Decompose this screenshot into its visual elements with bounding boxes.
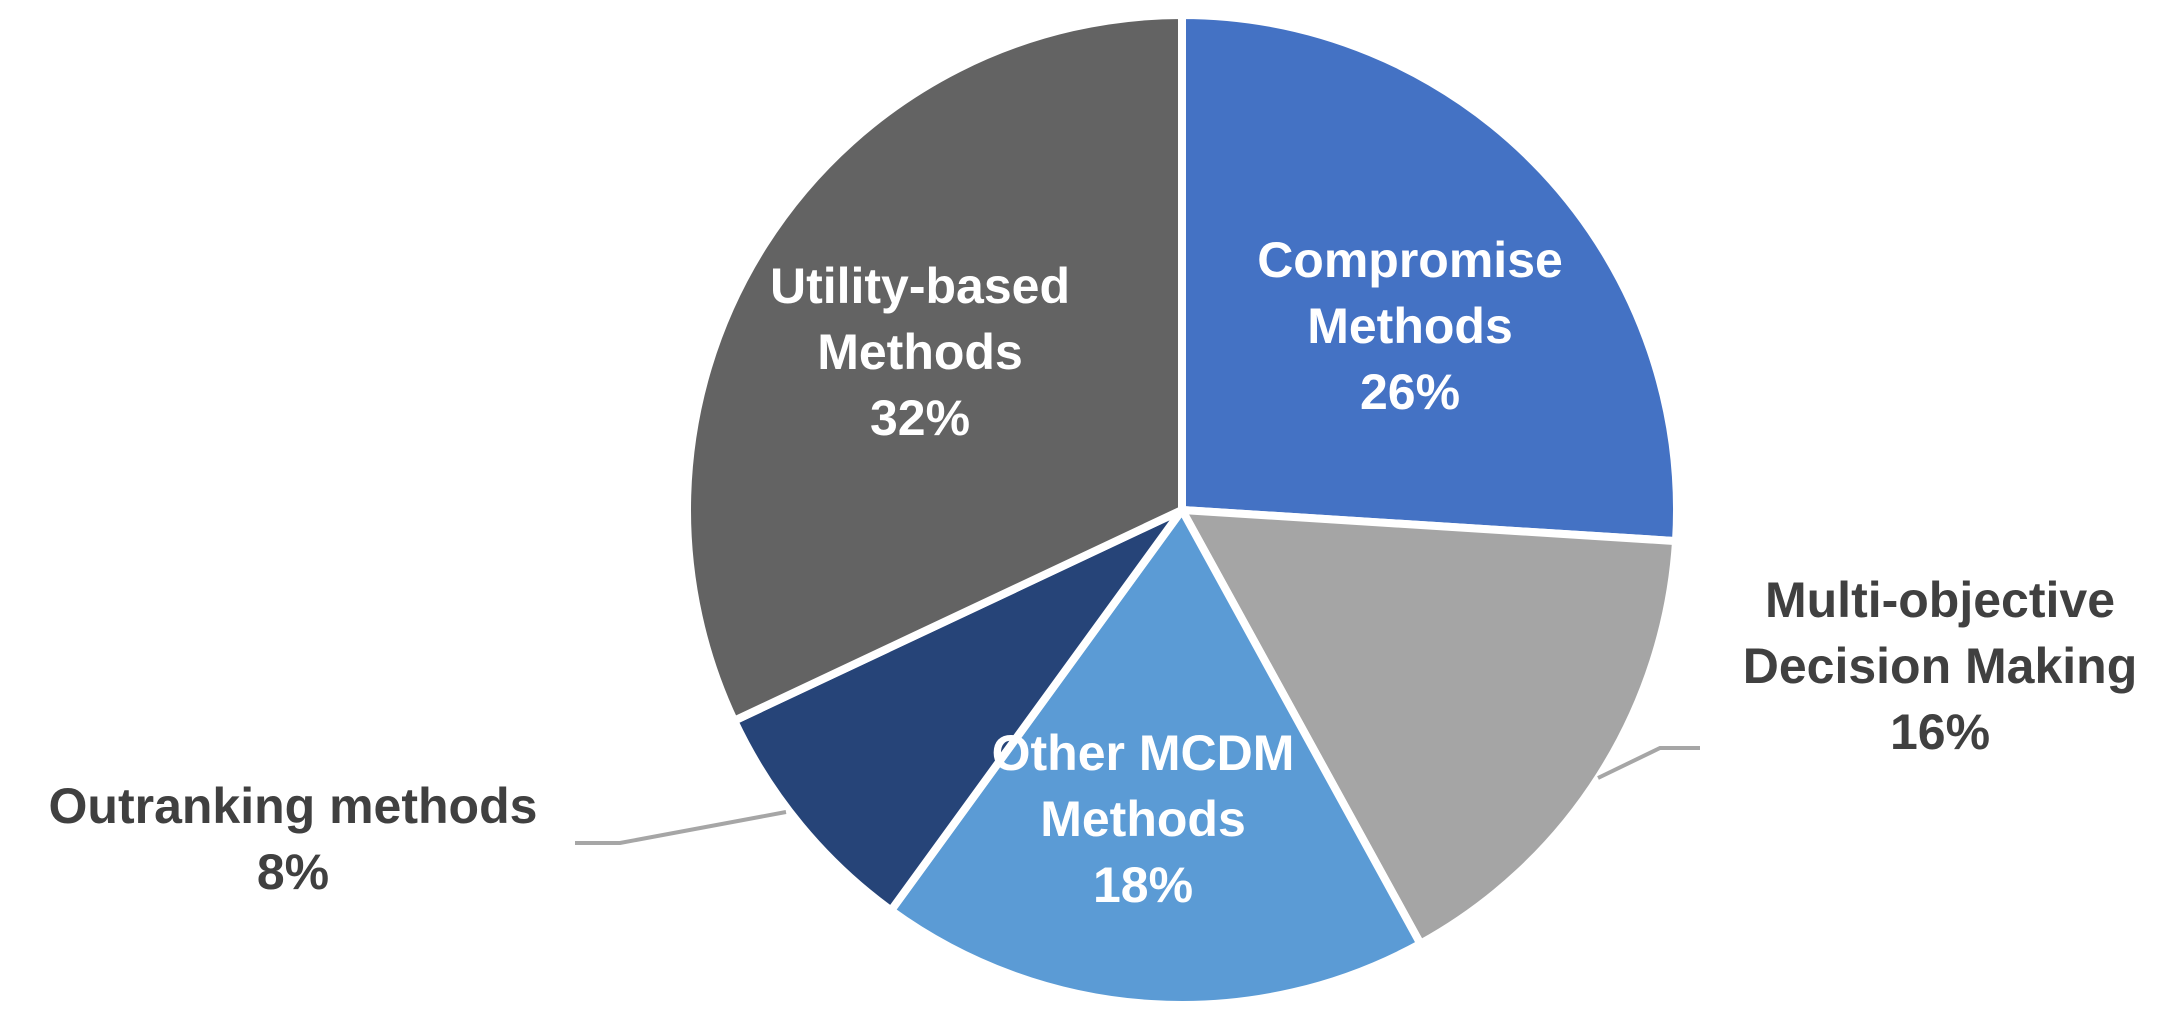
label-category: Utility-based: [770, 258, 1070, 314]
pie-slice-other-mcdm-methods: [885, 502, 1426, 1009]
label-category: Outranking methods: [49, 778, 538, 834]
label-category: Compromise: [1257, 232, 1563, 288]
label-percent: 32%: [870, 390, 970, 446]
label-percent: 18%: [1093, 857, 1193, 913]
label-percent: 8%: [257, 844, 329, 900]
label-category: Methods: [817, 324, 1023, 380]
label-percent: 16%: [1890, 704, 1990, 760]
label-category: Other MCDM: [992, 725, 1295, 781]
label-percent: 26%: [1360, 364, 1460, 420]
leader-line-outranking-methods: [575, 810, 787, 845]
label-category: Multi-objective: [1765, 572, 2115, 628]
pie-slice-outranking-methods: [728, 506, 1186, 917]
data-label-compromise-methods: Compromise Methods 26%: [1257, 232, 1563, 420]
pie-slice-utility-based-methods: [683, 10, 1186, 727]
data-label-multi-objective-decision-making: Multi-objective Decision Making 16%: [1743, 572, 2138, 760]
leaders-layer: [575, 746, 1700, 845]
leader-line-multi-objective-decision-making: [1597, 746, 1700, 780]
label-category: Decision Making: [1743, 638, 2138, 694]
data-label-utility-based-methods: Utility-based Methods 32%: [770, 258, 1070, 446]
labels-layer: Compromise Methods 26% Multi-objective Decis…: [49, 232, 2138, 913]
data-label-outranking-methods: Outranking methods 8%: [49, 778, 538, 900]
slices-layer: [683, 10, 1681, 1009]
pie-slice-compromise-methods: [1178, 10, 1681, 546]
data-label-other-mcdm-methods: Other MCDM Methods 18%: [992, 725, 1295, 913]
label-category: Methods: [1040, 791, 1246, 847]
label-category: Methods: [1307, 298, 1513, 354]
